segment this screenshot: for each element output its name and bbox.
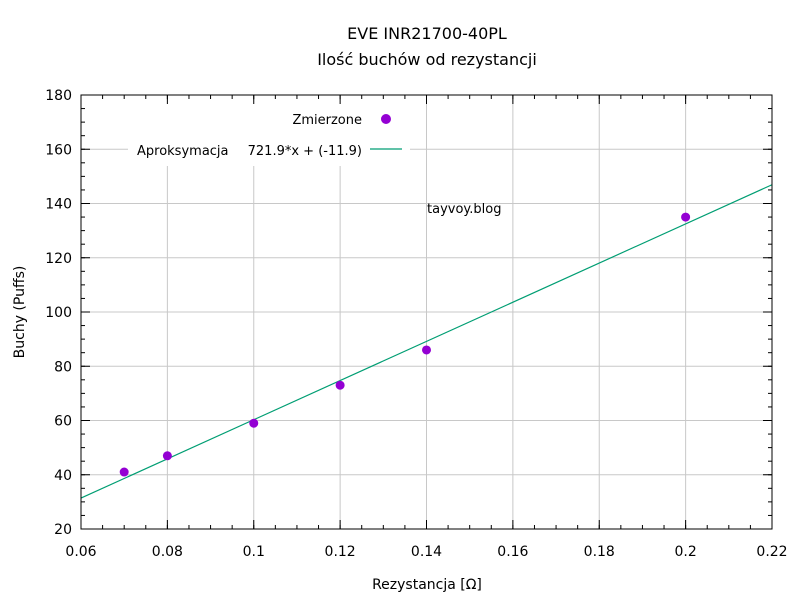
grid [81, 95, 772, 529]
y-tick-label: 80 [54, 359, 72, 375]
x-tick-label: 0.22 [756, 544, 787, 560]
plot-border [80, 94, 773, 530]
x-tick-label: 0.16 [497, 544, 528, 560]
x-tick-label: 0.12 [325, 544, 356, 560]
legend-label-measured: Zmierzone [292, 113, 362, 128]
marks [80, 184, 773, 499]
data-point [681, 212, 691, 222]
y-tick-label: 20 [54, 522, 72, 538]
legend-formula-fit: 721.9*x + (-11.9) [248, 144, 362, 159]
y-tick-label: 140 [45, 197, 72, 213]
legend: Zmierzone Aproksymacja 721.9*x + (-11.9) [137, 113, 402, 159]
y-tick-label: 100 [45, 305, 72, 321]
legend-marker-measured [381, 114, 391, 124]
x-tick-label: 0.06 [65, 544, 96, 560]
y-tick-label: 40 [54, 468, 72, 484]
data-point [249, 418, 259, 428]
y-tick-label: 120 [45, 251, 72, 267]
x-tick-label: 0.18 [584, 544, 615, 560]
x-tick-label: 0.08 [152, 544, 183, 560]
annotation-watermark: tayvoy.blog [427, 202, 501, 217]
y-axis-label: Buchy (Puffs) [12, 266, 28, 359]
data-point [162, 451, 172, 461]
ticks: 0.06 0.08 0.1 0.12 0.14 0.16 0.18 0.2 0.22 20 40 60… [45, 88, 787, 560]
fit-line [80, 184, 773, 499]
y-tick-label: 160 [45, 142, 72, 158]
data-point [335, 380, 345, 390]
data-point [119, 467, 129, 477]
legend-label-fit: Aproksymacja [137, 144, 229, 159]
x-tick-label: 0.1 [243, 544, 265, 560]
x-tick-label: 0.2 [674, 544, 696, 560]
legend-box [128, 100, 410, 166]
y-tick-label: 60 [54, 414, 72, 430]
y-tick-label: 180 [45, 88, 72, 104]
chart-title: EVE INR21700-40PL [347, 24, 507, 43]
x-tick-label: 0.14 [411, 544, 442, 560]
x-axis-label: Rezystancja [Ω] [372, 577, 482, 593]
data-point [422, 345, 431, 355]
chart-subtitle: Ilość buchów od rezystancji [317, 50, 537, 69]
